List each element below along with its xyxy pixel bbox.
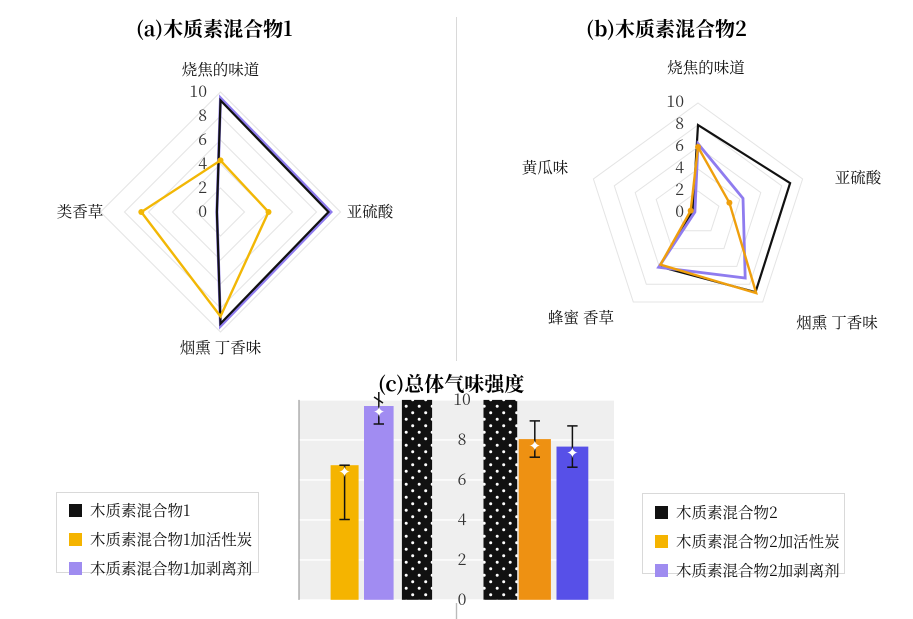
svg-text:4: 4 <box>458 507 467 530</box>
svg-text:✦: ✦ <box>373 401 386 422</box>
svg-text:✦: ✦ <box>338 461 351 482</box>
svg-text:8: 8 <box>458 427 467 450</box>
svg-text:10: 10 <box>453 387 471 410</box>
svg-text:✦: ✦ <box>529 435 542 456</box>
svg-text:2: 2 <box>458 547 467 570</box>
svg-text:0: 0 <box>458 587 467 610</box>
svg-text:6: 6 <box>458 467 467 490</box>
svg-text:✦: ✦ <box>566 442 579 463</box>
